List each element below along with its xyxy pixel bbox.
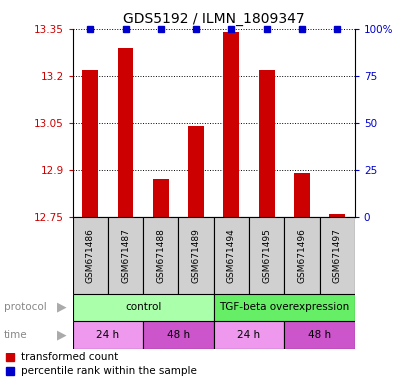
Text: GSM671489: GSM671489 [192, 228, 200, 283]
Text: 48 h: 48 h [308, 330, 331, 340]
Text: control: control [125, 302, 161, 312]
Bar [223, 32, 239, 217]
Bar [73, 217, 108, 294]
Bar [188, 126, 204, 217]
Text: 48 h: 48 h [167, 330, 190, 340]
Bar [329, 214, 345, 217]
Bar [178, 217, 214, 294]
Bar [214, 321, 284, 349]
Text: time: time [4, 330, 28, 340]
Bar [82, 70, 98, 217]
Title: GDS5192 / ILMN_1809347: GDS5192 / ILMN_1809347 [123, 12, 305, 26]
Text: GSM671486: GSM671486 [86, 228, 95, 283]
Text: 24 h: 24 h [237, 330, 261, 340]
Text: GSM671495: GSM671495 [262, 228, 271, 283]
Text: GSM671487: GSM671487 [121, 228, 130, 283]
Bar [73, 294, 214, 321]
Text: transformed count: transformed count [21, 352, 118, 362]
Text: TGF-beta overexpression: TGF-beta overexpression [219, 302, 349, 312]
Text: ▶: ▶ [57, 329, 67, 341]
Text: ▶: ▶ [57, 301, 67, 314]
Text: GSM671488: GSM671488 [156, 228, 165, 283]
Bar [284, 321, 355, 349]
Text: GSM671497: GSM671497 [333, 228, 342, 283]
Bar [294, 173, 310, 217]
Bar [284, 217, 320, 294]
Text: protocol: protocol [4, 302, 47, 312]
Text: GSM671496: GSM671496 [298, 228, 306, 283]
Bar [143, 217, 178, 294]
Text: percentile rank within the sample: percentile rank within the sample [21, 366, 197, 376]
Text: GSM671494: GSM671494 [227, 228, 236, 283]
Bar [320, 217, 355, 294]
Bar [108, 217, 143, 294]
Bar [73, 321, 143, 349]
Bar [214, 294, 355, 321]
Bar [249, 217, 284, 294]
Bar [259, 70, 275, 217]
Bar [153, 179, 169, 217]
Bar [117, 48, 134, 217]
Bar [214, 217, 249, 294]
Text: 24 h: 24 h [96, 330, 120, 340]
Bar [143, 321, 214, 349]
